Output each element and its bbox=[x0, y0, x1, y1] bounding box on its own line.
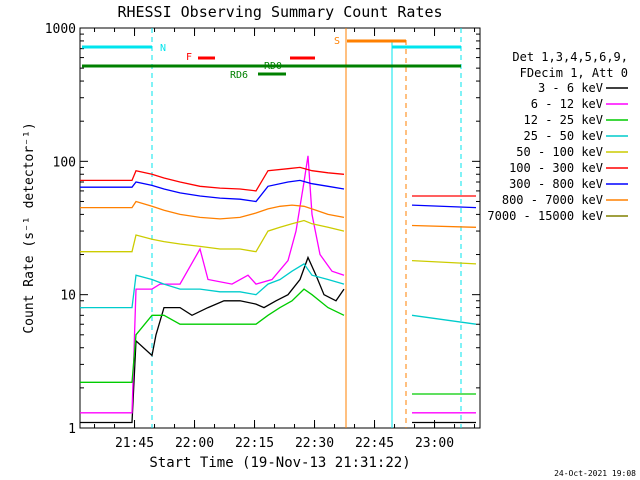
series-line-7 bbox=[80, 179, 477, 209]
rd6-label: RD6 bbox=[230, 70, 248, 81]
series-line-1 bbox=[80, 255, 476, 424]
x-tick-label: 22:15 bbox=[235, 436, 274, 451]
x-tick-label: 22:45 bbox=[355, 436, 394, 451]
series-line-4 bbox=[80, 263, 477, 325]
legend: 3 - 6 keV 6 - 12 keV 12 - 25 keV 25 - 50 ke… bbox=[487, 81, 628, 223]
s-label: S bbox=[334, 36, 340, 47]
plot-frame bbox=[79, 27, 481, 429]
legend-header-line-2: FDecim 1, Att 0 bbox=[520, 66, 628, 80]
n-label: N bbox=[160, 43, 166, 54]
x-tick-label: 22:00 bbox=[175, 436, 214, 451]
x-axis-ticks: 21:45 22:00 22:15 22:30 22:45 23:00 bbox=[94, 28, 476, 451]
x-tick-label: 23:00 bbox=[415, 436, 454, 451]
rd0-label: RD0 bbox=[264, 61, 282, 72]
series-line-2 bbox=[80, 155, 476, 414]
y-tick-label: 1000 bbox=[45, 22, 76, 37]
x-tick-label: 22:30 bbox=[295, 436, 334, 451]
series-layer bbox=[80, 155, 477, 424]
legend-entry-label: 25 - 50 keV bbox=[524, 129, 603, 143]
footer-date: 24-Oct-2021 19:08 bbox=[554, 469, 636, 478]
x-axis-label: Start Time (19-Nov-13 21:31:22) bbox=[149, 455, 410, 471]
legend-entry-label: 100 - 300 keV bbox=[509, 161, 603, 175]
y-axis-ticks: 1 10 100 1000 bbox=[45, 22, 480, 437]
legend-entry-label: 6 - 12 keV bbox=[531, 97, 603, 111]
legend-entry-label: 7000 - 15000 keV bbox=[487, 209, 603, 223]
series-line-8 bbox=[80, 200, 477, 228]
chart-title: RHESSI Observing Summary Count Rates bbox=[117, 3, 442, 21]
y-axis-label: Count Rate (s⁻¹ detector⁻¹) bbox=[22, 122, 37, 333]
legend-entry-label: 800 - 7000 keV bbox=[502, 193, 603, 207]
legend-entry-label: 12 - 25 keV bbox=[524, 113, 603, 127]
legend-entry-label: 3 - 6 keV bbox=[538, 81, 603, 95]
y-tick-label: 100 bbox=[53, 155, 76, 170]
y-tick-label: 10 bbox=[60, 289, 76, 304]
series-line-6 bbox=[80, 166, 476, 197]
series-line-5 bbox=[80, 219, 477, 265]
series-line-3 bbox=[80, 288, 476, 395]
f-label: F bbox=[186, 52, 192, 63]
legend-entry-label: 300 - 800 keV bbox=[509, 177, 603, 191]
y-tick-label: 1 bbox=[68, 422, 76, 437]
annotation-layer: N F S RD0 RD6 bbox=[82, 28, 462, 428]
legend-header-line-1: Det 1,3,4,5,6,9, bbox=[512, 50, 628, 64]
x-tick-label: 21:45 bbox=[115, 436, 154, 451]
legend-entry-label: 50 - 100 keV bbox=[516, 145, 603, 159]
